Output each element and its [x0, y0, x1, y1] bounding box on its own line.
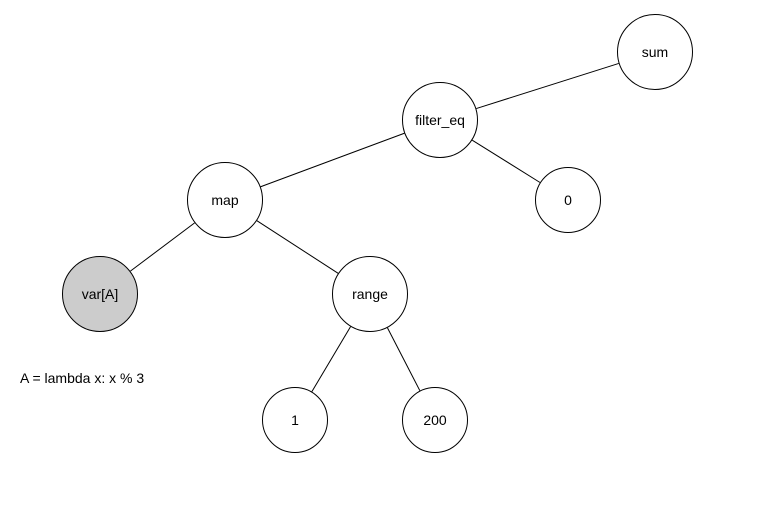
node-range: range	[332, 256, 408, 332]
edge-filter_eq-zero	[472, 140, 540, 182]
node-label-range: range	[352, 286, 388, 302]
node-label-map: map	[211, 192, 238, 208]
node-label-filter_eq: filter_eq	[415, 112, 465, 128]
node-label-twohundred: 200	[423, 412, 446, 428]
node-map: map	[187, 162, 263, 238]
edge-range-twohundred	[387, 328, 419, 391]
annotation-text: A = lambda x: x % 3	[20, 370, 144, 386]
edge-map-range	[257, 221, 338, 274]
edge-filter_eq-map	[261, 133, 405, 186]
node-label-one: 1	[291, 412, 299, 428]
edge-sum-filter_eq	[476, 63, 619, 108]
node-filter_eq: filter_eq	[402, 82, 478, 158]
node-label-sum: sum	[642, 44, 668, 60]
expression-tree-diagram: sum filter_eqmap 0 var[A] range 1 200 A = lamb…	[0, 0, 777, 530]
node-sum: sum	[617, 14, 693, 90]
node-zero: 0	[535, 167, 601, 233]
node-varA: var[A]	[62, 256, 138, 332]
edge-map-varA	[130, 223, 194, 271]
edge-range-one	[312, 327, 351, 392]
node-one: 1	[262, 387, 328, 453]
lambda-annotation: A = lambda x: x % 3	[20, 370, 144, 386]
node-label-zero: 0	[564, 192, 572, 208]
node-label-varA: var[A]	[82, 286, 119, 302]
node-twohundred: 200	[402, 387, 468, 453]
